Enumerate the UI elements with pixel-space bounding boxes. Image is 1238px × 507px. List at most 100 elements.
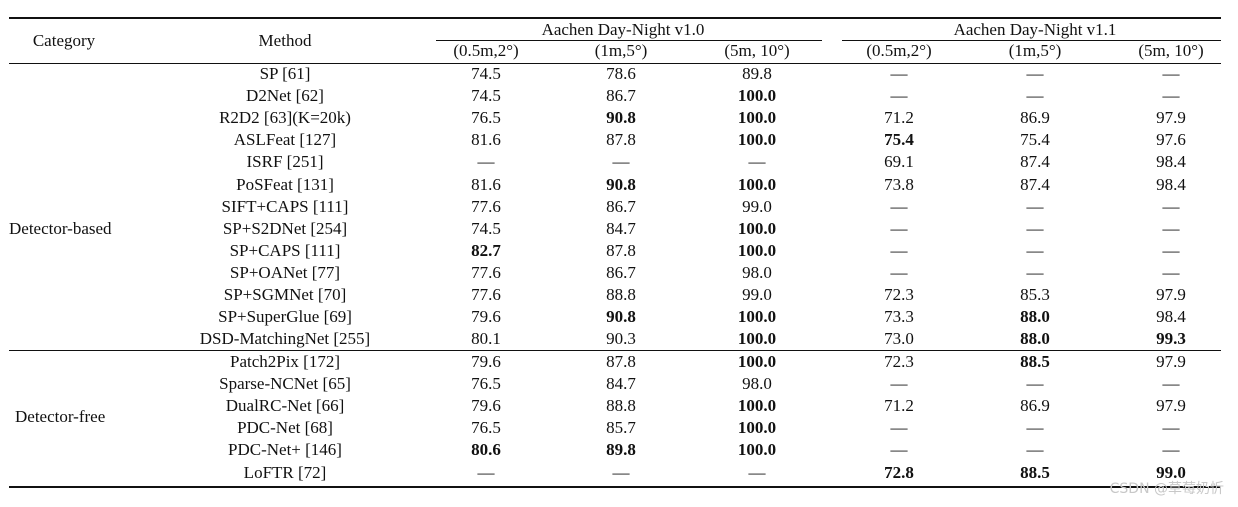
value-cell: —: [890, 219, 908, 238]
value-cell: 100.0: [737, 418, 777, 437]
value-cell: 71.2: [884, 108, 914, 127]
value-cell: 72.3: [884, 285, 914, 304]
value-cell: —: [1026, 86, 1044, 105]
value-cell: —: [1026, 263, 1044, 282]
value-cell: —: [1026, 374, 1044, 393]
method-cell: SP+OANet [77]: [229, 263, 341, 282]
value-cell: 77.6: [471, 263, 501, 282]
value-cell: —: [477, 152, 495, 171]
method-cell: SIFT+CAPS [111]: [221, 197, 349, 216]
value-cell: —: [1162, 219, 1180, 238]
value-cell: 88.5: [1020, 463, 1050, 482]
method-cell: Sparse-NCNet [65]: [219, 374, 351, 393]
value-cell: 99.0: [1156, 463, 1186, 482]
top-rule: [9, 17, 1221, 19]
value-cell: 87.4: [1020, 175, 1050, 194]
value-cell: 81.6: [471, 175, 501, 194]
value-cell: —: [612, 463, 630, 482]
subheader-6: (5m, 10°): [1138, 41, 1204, 60]
value-cell: 98.4: [1156, 152, 1186, 171]
value-cell: 87.8: [606, 130, 636, 149]
value-cell: 99.0: [742, 197, 772, 216]
value-cell: 85.7: [606, 418, 636, 437]
value-cell: 79.6: [471, 396, 501, 415]
value-cell: —: [1162, 241, 1180, 260]
method-cell: SP [61]: [259, 64, 311, 83]
value-cell: 98.0: [742, 374, 772, 393]
group2-underline: [842, 40, 1221, 41]
method-cell: LoFTR [72]: [243, 463, 327, 482]
value-cell: —: [890, 418, 908, 437]
value-cell: 72.8: [884, 463, 914, 482]
value-cell: 73.3: [884, 307, 914, 326]
value-cell: —: [1026, 219, 1044, 238]
value-cell: 98.4: [1156, 175, 1186, 194]
value-cell: 86.9: [1020, 108, 1050, 127]
value-cell: 90.8: [606, 108, 636, 127]
value-cell: —: [748, 152, 766, 171]
method-cell: PoSFeat [131]: [236, 175, 334, 194]
method-cell: Patch2Pix [172]: [229, 352, 341, 371]
category-detector-free: Detector-free: [15, 407, 106, 426]
value-cell: 88.0: [1020, 329, 1050, 348]
value-cell: —: [1162, 418, 1180, 437]
value-cell: 88.0: [1020, 307, 1050, 326]
header-rule: [9, 63, 1221, 64]
value-cell: 87.4: [1020, 152, 1050, 171]
group-separator-rule: [9, 350, 1221, 351]
value-cell: 100.0: [737, 108, 777, 127]
value-cell: —: [1162, 64, 1180, 83]
value-cell: —: [1162, 374, 1180, 393]
subheader-3: (5m, 10°): [724, 41, 790, 60]
value-cell: 84.7: [606, 219, 636, 238]
value-cell: 100.0: [737, 440, 777, 459]
method-cell: R2D2 [63](K=20k): [219, 108, 351, 127]
value-cell: 100.0: [737, 241, 777, 260]
value-cell: 73.0: [884, 329, 914, 348]
value-cell: 97.6: [1156, 130, 1186, 149]
value-cell: 97.9: [1156, 352, 1186, 371]
value-cell: 97.9: [1156, 108, 1186, 127]
subheader-2: (1m,5°): [594, 41, 648, 60]
value-cell: —: [1026, 241, 1044, 260]
value-cell: 100.0: [737, 86, 777, 105]
value-cell: 86.9: [1020, 396, 1050, 415]
value-cell: —: [1162, 197, 1180, 216]
value-cell: 75.4: [884, 130, 914, 149]
value-cell: 90.8: [606, 175, 636, 194]
value-cell: —: [1026, 418, 1044, 437]
method-header: Method: [258, 31, 312, 50]
value-cell: 87.8: [606, 241, 636, 260]
value-cell: —: [1162, 263, 1180, 282]
group2-header: Aachen Day-Night v1.1: [953, 20, 1117, 39]
method-cell: PDC-Net [68]: [237, 418, 333, 437]
value-cell: 80.6: [471, 440, 501, 459]
value-cell: 72.3: [884, 352, 914, 371]
value-cell: 99.3: [1156, 329, 1186, 348]
value-cell: —: [477, 463, 495, 482]
value-cell: 100.0: [737, 396, 777, 415]
method-cell: SP+SGMNet [70]: [223, 285, 347, 304]
value-cell: 86.7: [606, 197, 636, 216]
method-cell: ASLFeat [127]: [233, 130, 337, 149]
value-cell: —: [1162, 86, 1180, 105]
value-cell: 79.6: [471, 352, 501, 371]
value-cell: 97.9: [1156, 396, 1186, 415]
value-cell: —: [748, 463, 766, 482]
value-cell: 97.9: [1156, 285, 1186, 304]
value-cell: —: [1026, 197, 1044, 216]
value-cell: —: [890, 263, 908, 282]
value-cell: 82.7: [471, 241, 501, 260]
subheader-1: (0.5m,2°): [453, 41, 519, 60]
value-cell: 100.0: [737, 130, 777, 149]
value-cell: —: [890, 64, 908, 83]
value-cell: 98.4: [1156, 307, 1186, 326]
value-cell: 79.6: [471, 307, 501, 326]
value-cell: —: [1162, 440, 1180, 459]
value-cell: 87.8: [606, 352, 636, 371]
value-cell: 77.6: [471, 197, 501, 216]
value-cell: 100.0: [737, 329, 777, 348]
value-cell: 80.1: [471, 329, 501, 348]
value-cell: 90.8: [606, 307, 636, 326]
value-cell: 74.5: [471, 86, 501, 105]
